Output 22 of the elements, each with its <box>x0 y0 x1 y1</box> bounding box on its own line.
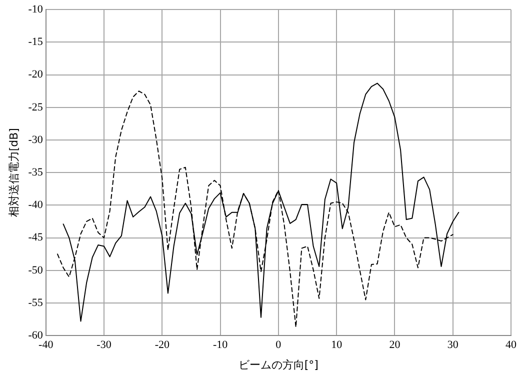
x-tick-label: -20 <box>154 339 170 352</box>
x-tick-label: 10 <box>331 339 343 352</box>
y-tick-label: -60 <box>28 329 44 342</box>
x-tick-label: 30 <box>447 339 459 352</box>
x-tick-label: 40 <box>506 339 517 352</box>
y-tick-label: -35 <box>28 166 44 178</box>
x-axis-title: ビームの方向[°] <box>238 358 318 372</box>
y-axis-title: 相対送信電力[dB] <box>7 128 20 218</box>
x-tick-label: -30 <box>96 339 112 352</box>
y-tick-label: -20 <box>28 68 44 81</box>
y-tick-label: -30 <box>28 134 44 146</box>
x-tick-label: 20 <box>389 339 401 352</box>
x-tick-label: 0 <box>276 339 282 352</box>
y-tick-label: -10 <box>28 3 44 16</box>
y-tick-label: -40 <box>28 199 44 212</box>
y-tick-label: -50 <box>28 264 44 276</box>
y-tick-label: -25 <box>28 101 44 114</box>
y-tick-label: -45 <box>28 232 44 244</box>
x-tick-label: -40 <box>38 339 54 352</box>
y-tick-label: -15 <box>28 36 44 48</box>
y-tick-label: -55 <box>28 296 44 309</box>
x-tick-label: -10 <box>212 339 228 352</box>
